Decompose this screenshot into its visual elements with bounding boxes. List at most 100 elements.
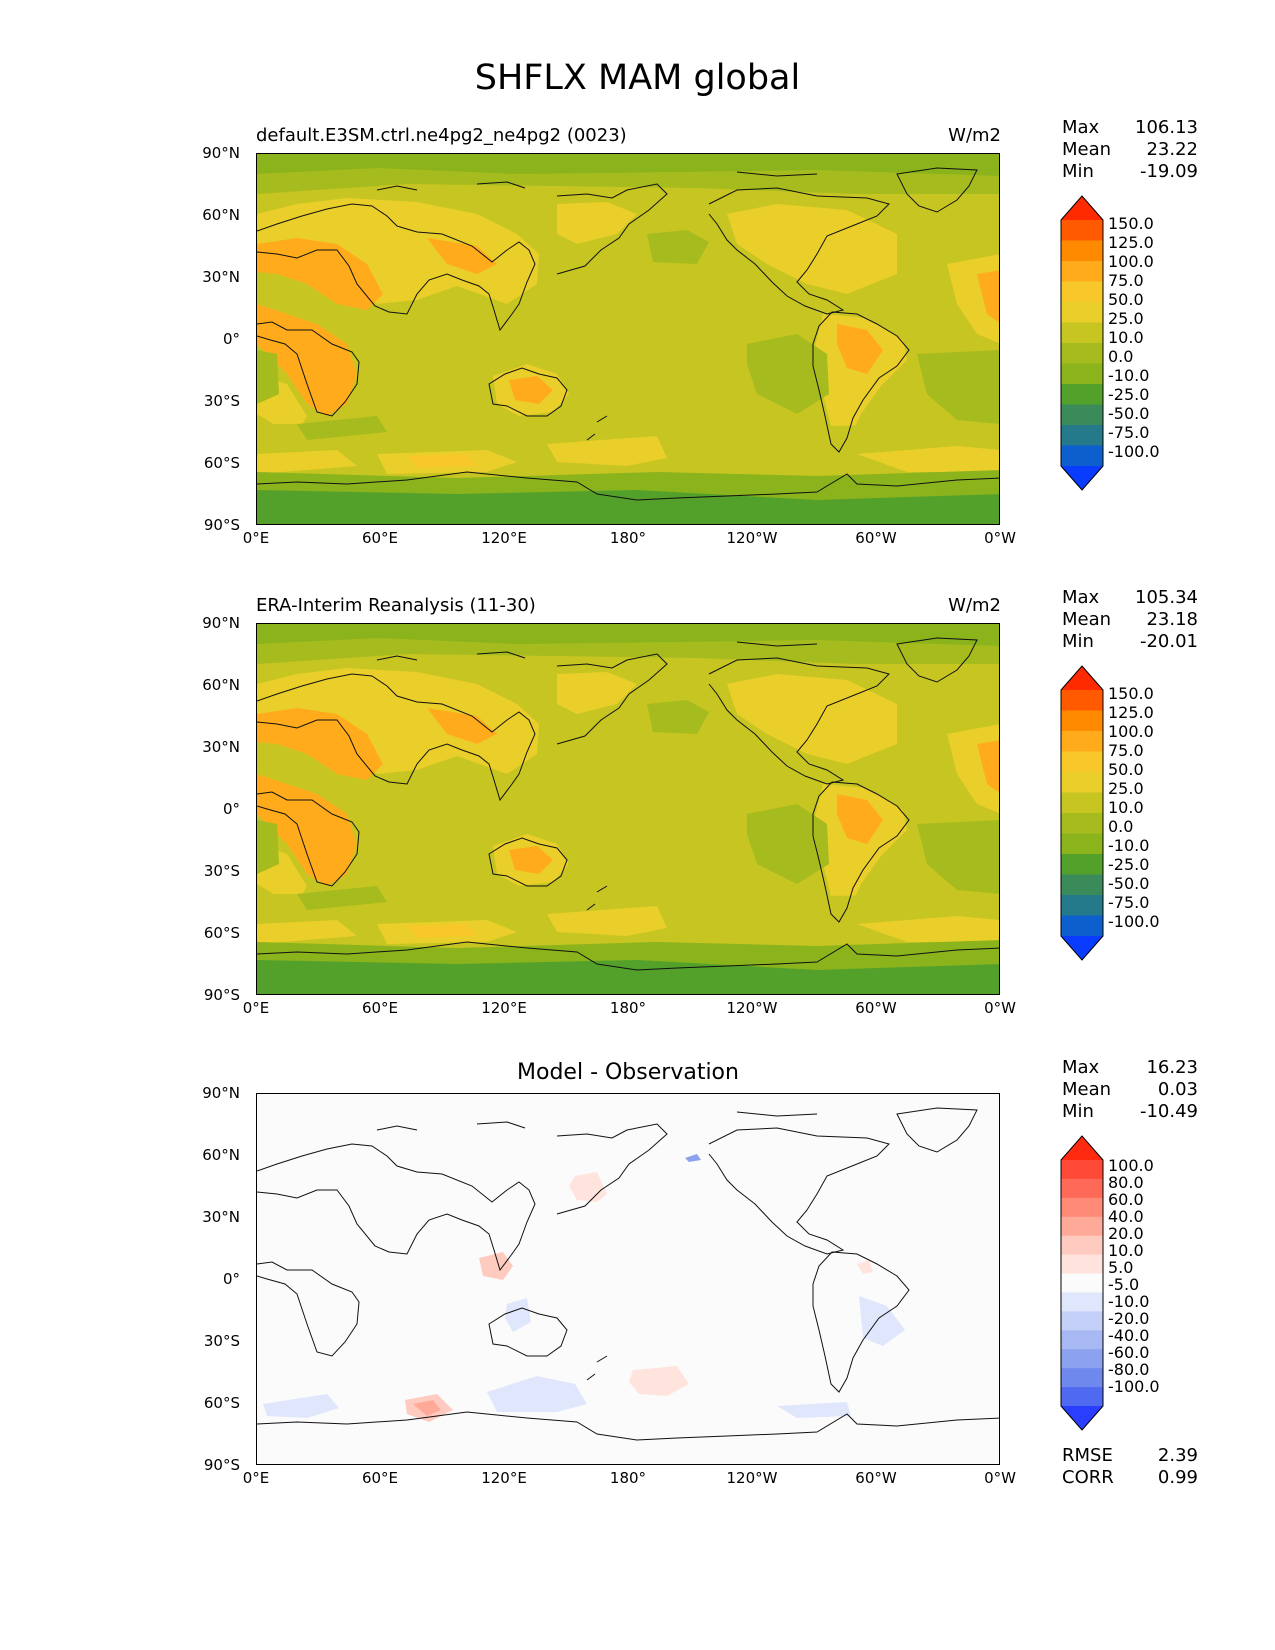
colorbar-segment bbox=[1061, 731, 1103, 752]
stat-value: 23.22 bbox=[1146, 139, 1198, 160]
stat-label: Mean bbox=[1062, 139, 1112, 160]
x-tick-label: 120°E bbox=[481, 1469, 527, 1487]
colorbar bbox=[1060, 665, 1104, 961]
colorbar-segment bbox=[1061, 281, 1103, 303]
colorbar-label: 50.0 bbox=[1108, 290, 1144, 309]
colorbar-segment bbox=[1061, 710, 1103, 732]
panel-model: default.E3SM.ctrl.ne4pg2_ne4pg2 (0023) W… bbox=[0, 115, 1275, 565]
stat-value: 16.23 bbox=[1146, 1057, 1198, 1078]
colorbar-label: 100.0 bbox=[1108, 1156, 1154, 1175]
colorbar-label: -75.0 bbox=[1108, 893, 1150, 912]
colorbar-label: 80.0 bbox=[1108, 1173, 1144, 1192]
x-tick-label: 0°E bbox=[242, 1469, 270, 1487]
x-tick-label: 180° bbox=[609, 1469, 647, 1487]
y-tick-label: 30°S bbox=[203, 1332, 240, 1350]
colorbar-segment bbox=[1061, 936, 1103, 960]
colorbar-segment bbox=[1061, 854, 1103, 875]
x-tick-label: 120°W bbox=[726, 999, 778, 1017]
contour-map bbox=[257, 1094, 999, 1464]
colorbar-segment bbox=[1061, 1292, 1103, 1312]
colorbar-segment bbox=[1061, 1330, 1103, 1350]
colorbar-segment bbox=[1061, 666, 1103, 690]
panel-units: W/m2 bbox=[948, 125, 1001, 146]
colorbar-label: -60.0 bbox=[1108, 1343, 1150, 1362]
x-tick-label: 60°E bbox=[361, 999, 399, 1017]
colorbar-label: -40.0 bbox=[1108, 1326, 1150, 1345]
x-tick-label: 0°E bbox=[242, 999, 270, 1017]
x-tick-label: 60°W bbox=[855, 999, 897, 1017]
y-tick-label: 30°S bbox=[203, 862, 240, 880]
x-tick-label: 120°E bbox=[481, 999, 527, 1017]
y-tick-label: 90°N bbox=[202, 144, 240, 162]
metric-label: CORR bbox=[1062, 1467, 1114, 1488]
x-tick-label: 60°W bbox=[855, 1469, 897, 1487]
colorbar-segment bbox=[1061, 1368, 1103, 1388]
y-tick-label: 30°N bbox=[202, 738, 240, 756]
y-tick-label: 90°S bbox=[203, 1456, 240, 1474]
colorbar-label: 40.0 bbox=[1108, 1207, 1144, 1226]
y-tick-label: 60°S bbox=[203, 924, 240, 942]
colorbar-label: 100.0 bbox=[1108, 252, 1154, 271]
y-tick-label: 60°S bbox=[203, 1394, 240, 1412]
map-observation bbox=[256, 623, 1000, 995]
stat-value: -10.49 bbox=[1139, 1101, 1198, 1122]
y-tick-label: 60°N bbox=[202, 676, 240, 694]
panel-title: Model - Observation bbox=[517, 1060, 739, 1085]
colorbar-segment bbox=[1061, 1254, 1103, 1275]
colorbar-segment bbox=[1061, 1178, 1103, 1199]
colorbar-label: 100.0 bbox=[1108, 722, 1154, 741]
colorbar-label: -50.0 bbox=[1108, 404, 1150, 423]
y-tick-label: 60°N bbox=[202, 1146, 240, 1164]
stat-value: -20.01 bbox=[1139, 631, 1198, 652]
y-tick-label: 0° bbox=[222, 1270, 240, 1288]
x-tick-label: 120°W bbox=[726, 529, 778, 547]
colorbar-label: 10.0 bbox=[1108, 328, 1144, 347]
colorbar-segment bbox=[1061, 404, 1103, 426]
stats-block: Max 105.34 Mean 23.18 Min -20.01 bbox=[1062, 587, 1198, 653]
colorbar-segment bbox=[1061, 240, 1103, 262]
y-tick-label: 30°N bbox=[202, 268, 240, 286]
stat-value: -19.09 bbox=[1139, 161, 1198, 182]
map-difference bbox=[256, 1093, 1000, 1465]
colorbar-label: -10.0 bbox=[1108, 366, 1150, 385]
colorbar-label: 0.0 bbox=[1108, 347, 1134, 366]
colorbar-label: 150.0 bbox=[1108, 214, 1154, 233]
colorbar-segment bbox=[1061, 833, 1103, 855]
colorbar bbox=[1060, 1135, 1104, 1431]
stats-block: Max 16.23 Mean 0.03 Min -10.49 bbox=[1062, 1057, 1198, 1123]
colorbar-segment bbox=[1061, 363, 1103, 385]
colorbar-segment bbox=[1061, 1160, 1103, 1180]
colorbar-segment bbox=[1061, 915, 1103, 937]
colorbar-segment bbox=[1061, 895, 1103, 916]
stat-label: Min bbox=[1062, 631, 1094, 652]
colorbar-label: -100.0 bbox=[1108, 912, 1160, 931]
y-tick-label: 30°S bbox=[203, 392, 240, 410]
colorbar-label: 0.0 bbox=[1108, 817, 1134, 836]
colorbar-label: 50.0 bbox=[1108, 760, 1144, 779]
map-model bbox=[256, 153, 1000, 525]
panel-units: W/m2 bbox=[948, 595, 1001, 616]
stat-label: Min bbox=[1062, 161, 1094, 182]
panel-observation: ERA-Interim Reanalysis (11-30) W/m2 90°N… bbox=[0, 585, 1275, 1035]
x-tick-label: 60°E bbox=[361, 1469, 399, 1487]
colorbar-segment bbox=[1061, 1273, 1103, 1293]
colorbar-label: 10.0 bbox=[1108, 798, 1144, 817]
colorbar-label: 20.0 bbox=[1108, 1224, 1144, 1243]
y-tick-label: 90°N bbox=[202, 1084, 240, 1102]
colorbar-label: 25.0 bbox=[1108, 309, 1144, 328]
y-tick-label: 30°N bbox=[202, 1208, 240, 1226]
colorbar-segment bbox=[1061, 196, 1103, 220]
colorbar-segment bbox=[1061, 445, 1103, 467]
colorbar-label: -25.0 bbox=[1108, 385, 1150, 404]
colorbar-label: -10.0 bbox=[1108, 1292, 1150, 1311]
metric-value: 2.39 bbox=[1157, 1445, 1198, 1466]
stat-label: Min bbox=[1062, 1101, 1094, 1122]
colorbar-segment bbox=[1061, 874, 1103, 896]
stat-value: 23.18 bbox=[1146, 609, 1198, 630]
contour-map bbox=[257, 154, 999, 524]
colorbar-label: 60.0 bbox=[1108, 1190, 1144, 1209]
metrics-block: RMSE 2.39 CORR 0.99 bbox=[1062, 1445, 1198, 1489]
colorbar-segment bbox=[1061, 792, 1103, 814]
contour-map bbox=[257, 624, 999, 994]
stat-label: Max bbox=[1062, 117, 1100, 138]
